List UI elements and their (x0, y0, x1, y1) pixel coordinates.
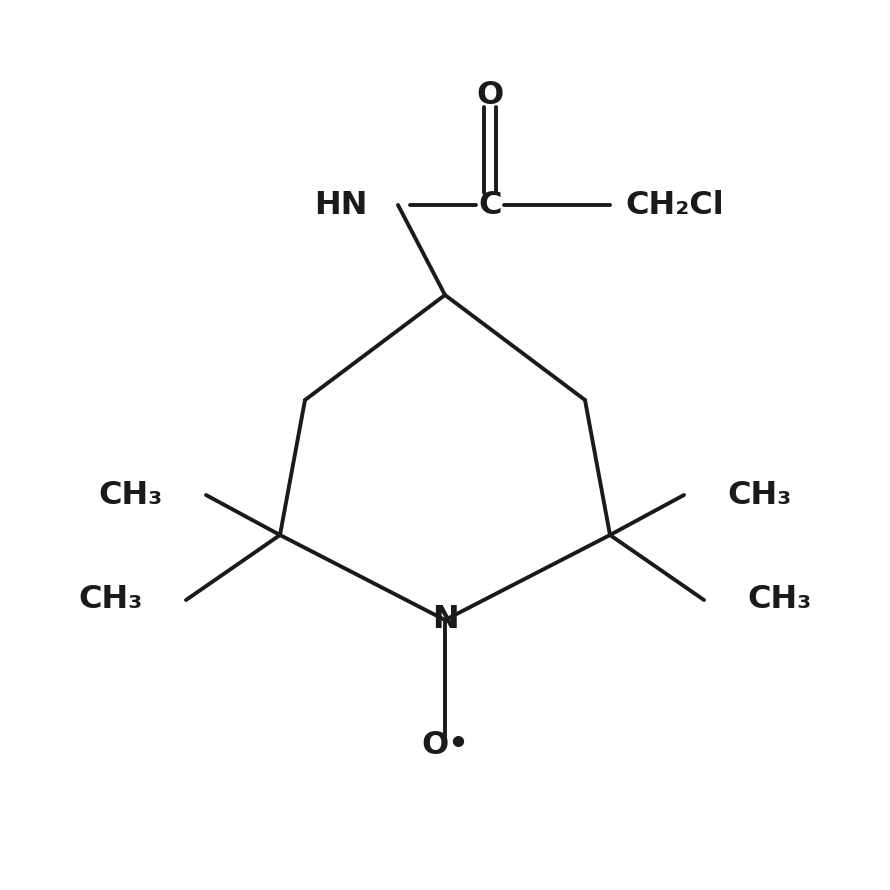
Text: O: O (476, 79, 504, 110)
Text: CH₃: CH₃ (747, 585, 812, 616)
Text: HN: HN (314, 190, 368, 221)
Text: CH₃: CH₃ (78, 585, 143, 616)
Text: N: N (432, 604, 458, 635)
Text: CH₃: CH₃ (727, 480, 791, 511)
Text: C: C (478, 190, 502, 221)
Text: CH₃: CH₃ (99, 480, 163, 511)
Text: O•: O• (421, 730, 469, 760)
Text: CH₂Cl: CH₂Cl (625, 190, 724, 221)
